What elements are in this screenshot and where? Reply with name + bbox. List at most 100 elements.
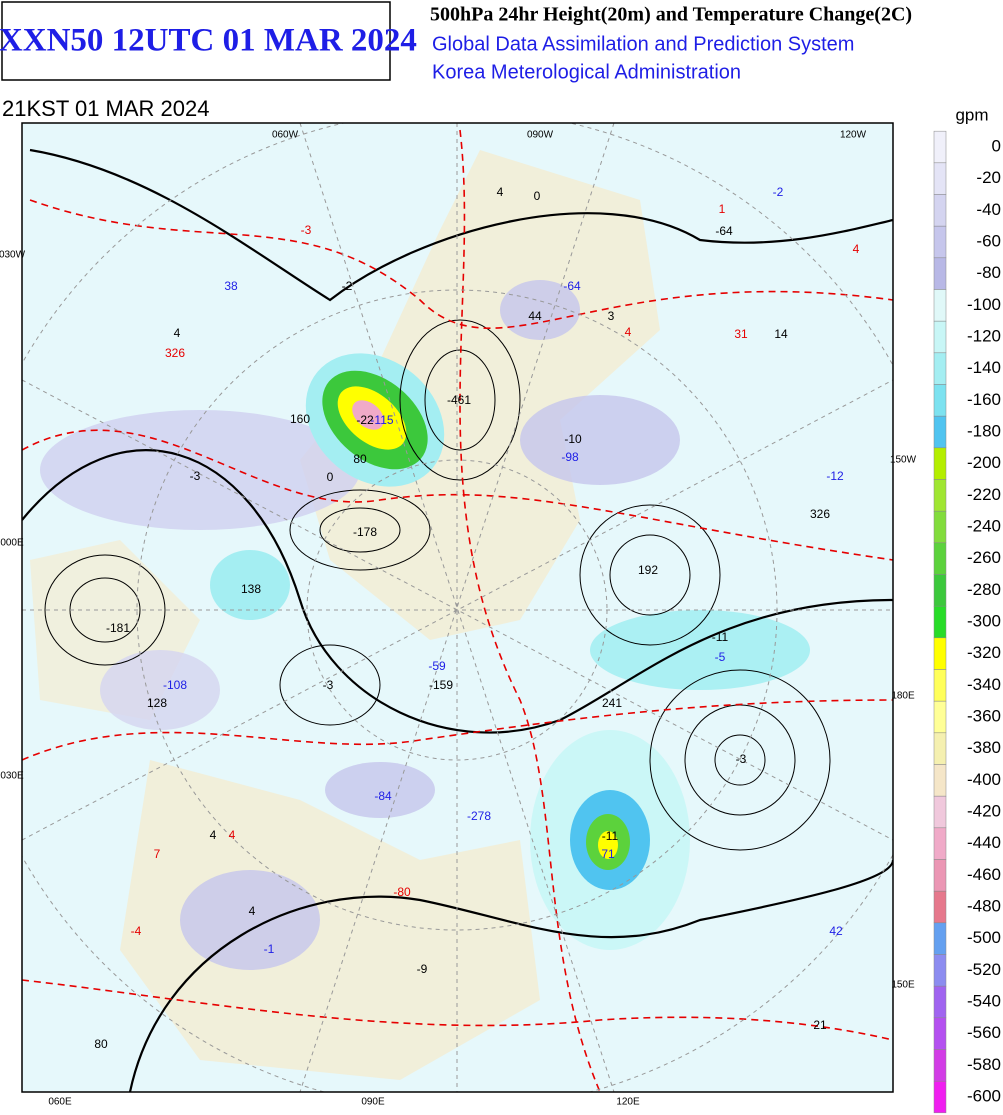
colorbar-label: -340 (967, 675, 1001, 694)
graticule-label: 120E (616, 1097, 640, 1108)
colorbar-swatch (933, 352, 947, 385)
map-label: -2 (342, 279, 353, 293)
colorbar-label: -180 (967, 421, 1001, 440)
colorbar-swatch (933, 447, 947, 480)
graticule-label: 150W (890, 455, 917, 466)
map-label: -22 (356, 413, 374, 427)
colorbar-unit: gpm (955, 105, 988, 124)
valid-time: 21KST 01 MAR 2024 (2, 96, 210, 121)
map-label: 4 (249, 904, 256, 918)
map-label: 44 (528, 309, 542, 323)
map-label: -10 (564, 432, 582, 446)
map-label: -3 (190, 469, 201, 483)
map-label: 31 (734, 327, 748, 341)
colorbar-swatch (933, 1049, 947, 1082)
map-label: -3 (323, 678, 334, 692)
colorbar-label: -540 (967, 991, 1001, 1010)
map-label: -64 (715, 224, 733, 238)
colorbar-swatch (933, 542, 947, 575)
graticule-label: 000E (0, 538, 24, 549)
map-label: -4 (131, 924, 142, 938)
colorbar-label: -20 (976, 168, 1001, 187)
map-label: -12 (826, 469, 844, 483)
colorbar-label: -200 (967, 453, 1001, 472)
colorbar-label: -240 (967, 516, 1001, 535)
map-label: 160 (290, 412, 310, 426)
colorbar-label: -80 (976, 263, 1001, 282)
title: AXXN50 12UTC 01 MAR 2024 (0, 23, 417, 59)
temperature-contours (22, 129, 893, 1092)
colorbar-swatch (933, 954, 947, 987)
colorbar-label: -480 (967, 896, 1001, 915)
map-frame (21, 122, 894, 1093)
colorbar-swatch (933, 194, 947, 227)
colorbar-label: -560 (967, 1023, 1001, 1042)
map-label: -80 (393, 885, 411, 899)
colorbar-label: -300 (967, 611, 1001, 630)
map-label: 4 (210, 828, 217, 842)
graticule-label: 180E (891, 691, 915, 702)
title-box (1, 1, 391, 81)
map-label: 14 (774, 327, 788, 341)
colorbar-swatch (933, 320, 947, 354)
agency: Korea Meterological Administration (432, 61, 741, 83)
colorbar-label: -500 (967, 928, 1001, 947)
map-label: 326 (165, 346, 185, 360)
map-label: -3 (301, 223, 312, 237)
colorbar-label: -60 (976, 231, 1001, 250)
map-label: 1 (719, 202, 726, 216)
colorbar-swatch (933, 574, 947, 607)
colorbar-swatch (933, 1080, 947, 1114)
graticule-label: 060W (272, 130, 299, 141)
colorbar-label: -220 (967, 485, 1001, 504)
colorbar-label: -260 (967, 548, 1001, 567)
colorbar-label: -140 (967, 358, 1001, 377)
colorbar-swatch (933, 827, 947, 860)
colorbar-label: -280 (967, 580, 1001, 599)
graticule-label: 030E (0, 771, 24, 782)
colorbar-swatch (933, 130, 947, 164)
colorbar-swatch (933, 510, 947, 544)
map-label: -9 (417, 962, 428, 976)
graticule-label: 030W (0, 250, 26, 261)
map-label: -115 (370, 413, 393, 427)
graticule-label: 090W (527, 130, 554, 141)
map-label: 42 (829, 924, 843, 938)
map-label: -11 (602, 829, 619, 843)
colorbar-swatch (933, 479, 947, 512)
map-label: -64 (563, 279, 581, 293)
colorbar-swatch (933, 225, 947, 259)
graticule-label: 150E (891, 980, 915, 991)
graticule-label: 120W (840, 130, 867, 141)
map-label: -98 (561, 450, 579, 464)
colorbar-swatch (933, 859, 947, 892)
product: 500hPa 24hr Height(20m) and Temperature … (430, 4, 912, 26)
map-label: 80 (94, 1037, 108, 1051)
map-label: -461 (447, 393, 471, 407)
map-label: 7 (154, 847, 161, 861)
map-label: 241 (602, 696, 622, 710)
colorbar-swatch (933, 795, 947, 829)
colorbar-label: -520 (967, 960, 1001, 979)
map-label: 4 (497, 185, 504, 199)
map-label: 80 (353, 452, 367, 466)
map-label: -3 (736, 752, 747, 766)
map-label: 192 (638, 563, 658, 577)
colorbar-label: -380 (967, 738, 1001, 757)
graticule (22, 123, 893, 1092)
map-label: 326 (810, 507, 830, 521)
colorbar-label: -460 (967, 865, 1001, 884)
colorbar-swatch (933, 922, 947, 955)
map-label: 138 (241, 582, 261, 596)
colorbar-swatch (933, 384, 947, 417)
map-label: 21 (813, 1018, 827, 1032)
map-label: 0 (534, 189, 541, 203)
colorbar-label: -120 (967, 326, 1001, 345)
map-label: 3 (608, 309, 615, 323)
system: Global Data Assimilation and Prediction … (432, 33, 854, 55)
colorbar-swatch (933, 1017, 947, 1050)
colorbar-label: -600 (967, 1086, 1001, 1105)
map-label: -278 (467, 809, 491, 823)
